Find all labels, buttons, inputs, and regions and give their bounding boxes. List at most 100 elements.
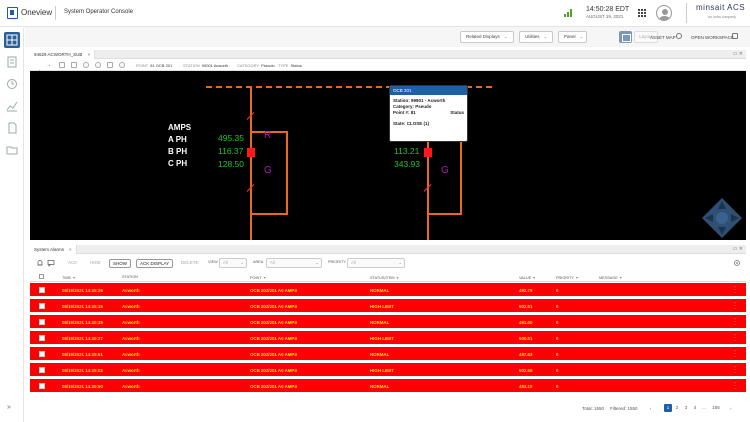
cell-value: 502.59 [519, 368, 533, 373]
column-point[interactable]: POINT ▾ [250, 276, 266, 280]
grid-icon[interactable] [107, 62, 113, 68]
column-priority[interactable]: PRIORITY ▾ [556, 276, 578, 280]
back-icon[interactable]: ← [34, 62, 50, 79]
close-icon[interactable]: × [69, 247, 72, 252]
row-menu-icon[interactable]: · · · [734, 380, 736, 392]
expand-icon[interactable] [59, 62, 65, 68]
column-time[interactable]: TIME ▾ [62, 276, 75, 280]
popup-point-row: Point #: 81 Status [390, 110, 467, 116]
search-icon[interactable] [119, 62, 125, 68]
value-b-right: 113.21 [394, 146, 420, 156]
page-last[interactable]: 155 [712, 405, 720, 410]
gear-icon[interactable] [733, 259, 741, 267]
expand-rail-icon[interactable]: » [7, 404, 11, 411]
page-3[interactable]: 3 [684, 405, 688, 410]
page-2[interactable]: 2 [675, 405, 679, 410]
row-menu-icon[interactable]: · · · [734, 364, 736, 376]
divider [55, 6, 56, 20]
view-label: VIEW [208, 260, 218, 264]
table-row[interactable]: 08/19/2021 14:40:27 Acworth OCB 202/201 A0… [30, 331, 746, 345]
row-menu-icon[interactable]: · · · [734, 284, 736, 296]
table-row[interactable]: 08/19/2021 14:45:15 Acworth OCB 202/201 A0… [30, 299, 746, 313]
page-ellipsis: ... [702, 405, 706, 410]
row-checkbox[interactable] [39, 287, 45, 293]
settings-icon[interactable] [95, 62, 101, 68]
hide-button[interactable]: HIDE [90, 260, 101, 265]
tab-display[interactable]: 94629 ACWORTH_SUB × [30, 50, 96, 59]
view-select[interactable]: All ⌄ [219, 258, 247, 268]
forward-icon[interactable]: → [46, 62, 51, 68]
close-icon[interactable]: × [87, 52, 91, 57]
asset-map-link[interactable]: ASSET MAP [650, 35, 676, 40]
rail-document-icon[interactable] [4, 120, 20, 136]
rail-dashboard-icon[interactable] [4, 32, 20, 48]
prev-page-icon[interactable]: ‹ [650, 406, 652, 411]
point-popup[interactable]: OCB 201 Station: 99901 - Acworth Categor… [389, 85, 468, 142]
table-row[interactable]: 08/19/2021 14:40:39 Acworth OCB 202/201 A0… [30, 315, 746, 329]
select-all-checkbox[interactable] [39, 274, 44, 279]
area-select[interactable]: All ⌄ [266, 258, 322, 268]
ack-display-button[interactable]: ACK DISPLAY [136, 259, 174, 268]
related-displays-dropdown[interactable]: Related Displays ⌄ [460, 31, 514, 43]
row-checkbox[interactable] [39, 319, 45, 325]
delete-button[interactable]: DELETE [181, 260, 199, 265]
column-value[interactable]: VALUE ▾ [519, 276, 536, 280]
view-icon[interactable] [83, 62, 89, 68]
row-menu-icon[interactable]: · · · [734, 348, 736, 360]
row-checkbox[interactable] [39, 367, 45, 373]
cell-station: Acworth [122, 336, 140, 341]
rail-history-icon[interactable] [4, 76, 20, 92]
tab-display-label: 94629 ACWORTH_SUB [34, 52, 83, 57]
open-workspace-link[interactable]: OPEN WORKSPACE [691, 35, 734, 40]
page-1[interactable]: 1 [664, 404, 672, 412]
tile-layout-button[interactable] [619, 31, 632, 43]
row-menu-icon[interactable]: · · · [734, 332, 736, 344]
chat-icon[interactable] [47, 259, 55, 267]
window-controls[interactable]: ▭ ✕ [732, 246, 743, 252]
row-checkbox[interactable] [39, 335, 45, 341]
breaker-right[interactable] [424, 148, 432, 157]
show-button[interactable]: SHOW [109, 259, 131, 268]
console-title: System Operator Console [64, 9, 134, 15]
panel-dropdown[interactable]: Panel ⌄ [558, 31, 587, 43]
cell-value: 500.51 [519, 336, 533, 341]
rail-folder-icon[interactable] [4, 142, 20, 158]
table-row[interactable]: 08/19/2021 14:30:50 Acworth OCB 202/201 A0… [30, 379, 746, 393]
pan-navigation-icon[interactable] [700, 196, 744, 240]
window-controls[interactable]: ▭ ✕ [732, 51, 743, 57]
column-status[interactable]: STATUS/ITEM ▾ [370, 276, 399, 280]
bell-icon[interactable] [36, 259, 44, 267]
edit-icon[interactable] [71, 62, 77, 68]
user-avatar[interactable] [656, 5, 672, 21]
rail-trend-icon[interactable] [4, 98, 20, 114]
utilities-dropdown[interactable]: Utilities ⌄ [519, 31, 553, 43]
oneview-logo-icon[interactable] [7, 7, 18, 19]
tab-system-alarms[interactable]: System Alarms × [30, 245, 77, 254]
row-checkbox[interactable] [39, 383, 45, 389]
bypass-bottom-right [427, 213, 462, 215]
layout-button[interactable]: Layout [634, 31, 658, 43]
external-link-icon[interactable] [732, 33, 738, 39]
divider [686, 3, 687, 23]
rail-list-icon[interactable] [4, 54, 20, 70]
view-value: All [223, 260, 228, 265]
ack-button[interactable]: ACK [68, 260, 78, 265]
asset-map-icon[interactable] [676, 33, 682, 39]
row-menu-icon[interactable]: · · · [734, 300, 736, 312]
cell-status: NORMAL [370, 288, 390, 293]
apps-grid-icon[interactable] [638, 9, 646, 17]
column-station[interactable]: STATION [122, 275, 138, 279]
next-page-icon[interactable]: › [730, 406, 732, 411]
table-row[interactable]: 08/19/2021 14:39:51 Acworth OCB 202/201 A0… [30, 347, 746, 361]
table-row[interactable]: 08/19/2021 14:45:26 Acworth OCB 202/201 A0… [30, 283, 746, 297]
table-row[interactable]: 08/19/2021 14:39:02 Acworth OCB 202/201 A0… [30, 363, 746, 377]
one-line-diagram[interactable]: AMPS A PH B PH C PH 495.35 116.37 128.50… [30, 71, 746, 240]
priority-select[interactable]: All ⌄ [347, 258, 405, 268]
breadcrumb-key: TYPE [278, 63, 289, 68]
row-menu-icon[interactable]: · · · [734, 316, 736, 328]
breaker-left[interactable] [247, 148, 255, 157]
row-checkbox[interactable] [39, 351, 45, 357]
column-message[interactable]: MESSAGE ▾ [599, 276, 622, 280]
row-checkbox[interactable] [39, 303, 45, 309]
cell-station: Acworth [122, 288, 140, 293]
